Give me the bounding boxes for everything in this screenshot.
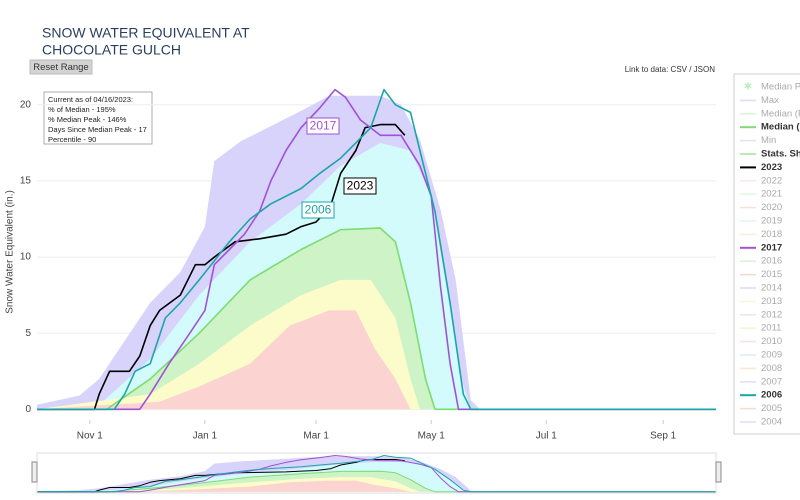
legend-label[interactable]: 2005 [761,403,782,414]
legend-label[interactable]: 2017 [761,242,782,253]
legend-marker: ✱ [744,82,752,93]
reset-button-label[interactable]: Reset Range [33,62,88,73]
shading-band [37,310,716,410]
info-box: Current as of 04/16/2023:% of Median - 1… [43,91,153,145]
y-tick-label: 0 [25,404,31,415]
info-line: Days Since Median Peak - 17 [48,125,147,134]
x-tick-label: Mar 1 [303,431,329,442]
legend-label[interactable]: 2022 [761,175,782,186]
series-line [37,470,716,493]
y-tick-label: 20 [20,99,32,110]
legend-label[interactable]: 2020 [761,202,782,213]
annotation-box [301,201,335,219]
legend-label[interactable]: 2009 [761,350,782,361]
series-line [37,123,406,411]
x-tick-label: Jul 1 [536,431,558,442]
data-link[interactable]: Link to data: CSV / JSON [625,65,715,74]
y-tick-label: 5 [25,328,31,339]
legend-label[interactable]: 2007 [761,376,782,387]
shading-band [37,279,716,410]
legend-label[interactable]: 2010 [761,336,782,347]
reset-button[interactable] [29,59,93,75]
annotation-box [306,117,340,135]
legend-label[interactable]: 2012 [761,309,782,320]
x-tick-label: Jan 1 [193,431,218,442]
legend-label[interactable]: 2014 [761,283,782,294]
legend-label[interactable]: 2023 [761,162,782,173]
legend-label[interactable]: 2015 [761,269,782,280]
x-tick-label: May 1 [418,431,446,442]
info-line: Percentile - 90 [48,135,96,144]
chart-title: SNOW WATER EQUIVALENT AT [42,25,250,41]
legend-label[interactable]: 2018 [761,229,782,240]
legend-label[interactable]: Stats. Sha [761,149,800,160]
info-line: % Median Peak - 146% [48,115,127,124]
legend-label[interactable]: 2004 [761,417,782,428]
legend-label[interactable]: 2006 [761,390,782,401]
info-line: Current as of 04/16/2023: [48,95,133,104]
y-tick-label: 10 [20,252,32,263]
range-handle[interactable] [31,461,38,483]
legend-label[interactable]: 2011 [761,323,781,334]
shading-band [37,477,716,492]
annotation: 2017 [310,119,337,133]
series-line [37,88,716,411]
legend-label[interactable]: Median Pe [761,82,800,93]
shading-band [37,480,716,492]
range-slider[interactable] [37,455,716,493]
chart-title: CHOCOLATE GULCH [42,42,181,58]
legend-label[interactable]: Min [761,135,776,146]
legend-label[interactable]: 2019 [761,216,782,227]
legend-label[interactable]: 2013 [761,296,782,307]
series-line [37,455,716,493]
legend-frame [733,73,800,435]
legend-label[interactable]: 2021 [761,189,782,200]
series-line [37,227,716,411]
legend-label[interactable]: Max [761,95,779,106]
x-tick-label: Sep 1 [650,431,677,442]
y-tick-label: 15 [20,176,32,187]
range-handle[interactable] [715,461,722,483]
info-box-frame [43,91,153,145]
legend: ✱ Median Pe Max Median (P Median (' Min Stats.… [733,73,800,435]
legend-label[interactable]: Median (P [761,108,800,119]
info-line: % of Median - 195% [48,105,116,114]
annotation: 2006 [305,203,332,217]
plot-area [37,88,716,411]
annotation: 2023 [347,179,374,193]
annotation-box [343,177,377,195]
legend-label[interactable]: 2016 [761,256,782,267]
y-axis-label: Snow Water Equivalent (in.) [5,190,16,314]
legend-label[interactable]: Median (' [761,122,800,133]
x-tick-label: Nov 1 [77,431,104,442]
legend-label[interactable]: 2008 [761,363,782,374]
